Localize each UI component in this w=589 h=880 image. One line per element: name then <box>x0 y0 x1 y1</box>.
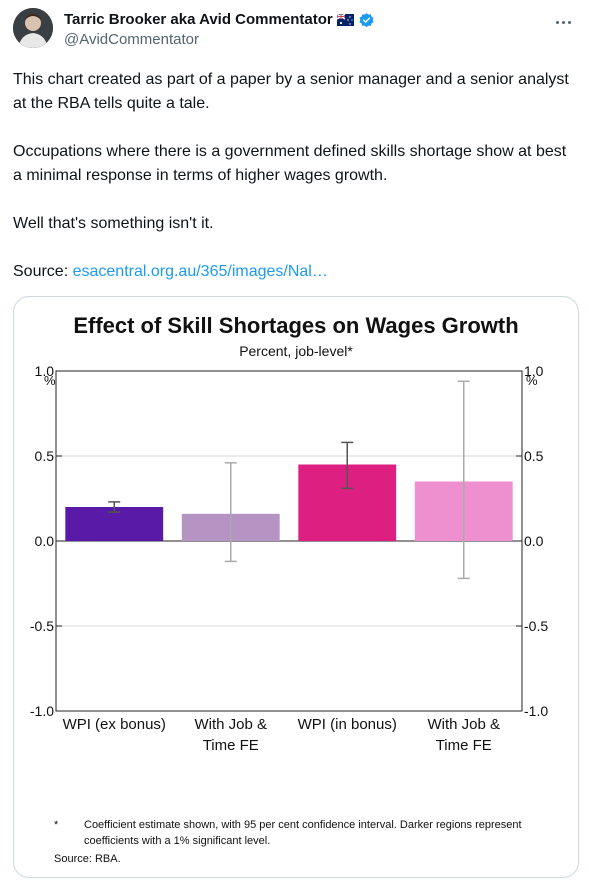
y-tick-label-left: 1.0 <box>35 363 55 379</box>
footnote-marker: * <box>54 819 59 831</box>
chart-subtitle: Percent, job-level* <box>239 343 353 359</box>
y-tick-label-left: 0.0 <box>35 533 55 549</box>
y-tick-label-right: 0.5 <box>524 448 544 464</box>
author-name-row: Tarric Brooker aka Avid Commentator <box>64 10 375 30</box>
y-tick-label-right: 1.0 <box>524 363 544 379</box>
avatar-image <box>13 8 53 48</box>
tweet-paragraph-3: Well that's something isn't it. <box>13 215 214 232</box>
source-label: Source: <box>13 263 73 280</box>
y-tick-label-right: 0.0 <box>524 533 544 549</box>
source-link[interactable]: esacentral.org.au/365/images/Nal… <box>72 263 328 280</box>
y-tick-label-right: -0.5 <box>524 618 548 634</box>
tweet-paragraph-1: This chart created as part of a paper by… <box>13 71 569 112</box>
x-tick-label: Time FE <box>436 737 492 754</box>
x-tick-label: Time FE <box>203 737 259 754</box>
author-block: Tarric Brooker aka Avid Commentator @Avi… <box>64 10 375 50</box>
more-options-icon[interactable] <box>553 12 573 32</box>
x-tick-label: WPI (ex bonus) <box>63 716 166 733</box>
y-unit-right: % <box>526 373 538 388</box>
y-tick-label-left: -1.0 <box>30 703 54 719</box>
y-tick-label-right: -1.0 <box>524 703 548 719</box>
y-unit-left: % <box>44 373 56 388</box>
author-name[interactable]: Tarric Brooker aka Avid Commentator <box>64 11 333 28</box>
australia-flag-icon <box>336 14 354 26</box>
x-tick-label: WPI (in bonus) <box>298 716 397 733</box>
x-tick-label: With Job & <box>427 716 500 733</box>
author-handle[interactable]: @AvidCommentator <box>64 31 199 48</box>
y-tick-label-left: -0.5 <box>30 618 54 634</box>
tweet-text: This chart created as part of a paper by… <box>13 68 573 284</box>
y-tick-label-left: 0.5 <box>35 448 55 464</box>
verified-badge-icon <box>359 12 374 27</box>
tweet-source-line: Source: esacentral.org.au/365/images/Nal… <box>13 260 573 284</box>
chart-title: Effect of Skill Shortages on Wages Growt… <box>73 313 519 338</box>
x-tick-label: With Job & <box>194 716 267 733</box>
footnote-text: Coefficient estimate shown, with 95 per … <box>84 819 522 847</box>
tweet-paragraph-2: Occupations where there is a government … <box>13 143 567 184</box>
avatar[interactable] <box>13 8 53 48</box>
media-card[interactable]: Effect of Skill Shortages on Wages Growt… <box>13 296 579 878</box>
chart: 1.0 1.0 0.5 0.5 0.0 0.0 -0.5 -0.5 -1.0 -1.0% % WPI … <box>30 363 548 754</box>
chart-footnote: * Coefficient estimate shown, with 95 pe… <box>54 817 544 849</box>
chart-source: Source: RBA. <box>54 853 121 865</box>
